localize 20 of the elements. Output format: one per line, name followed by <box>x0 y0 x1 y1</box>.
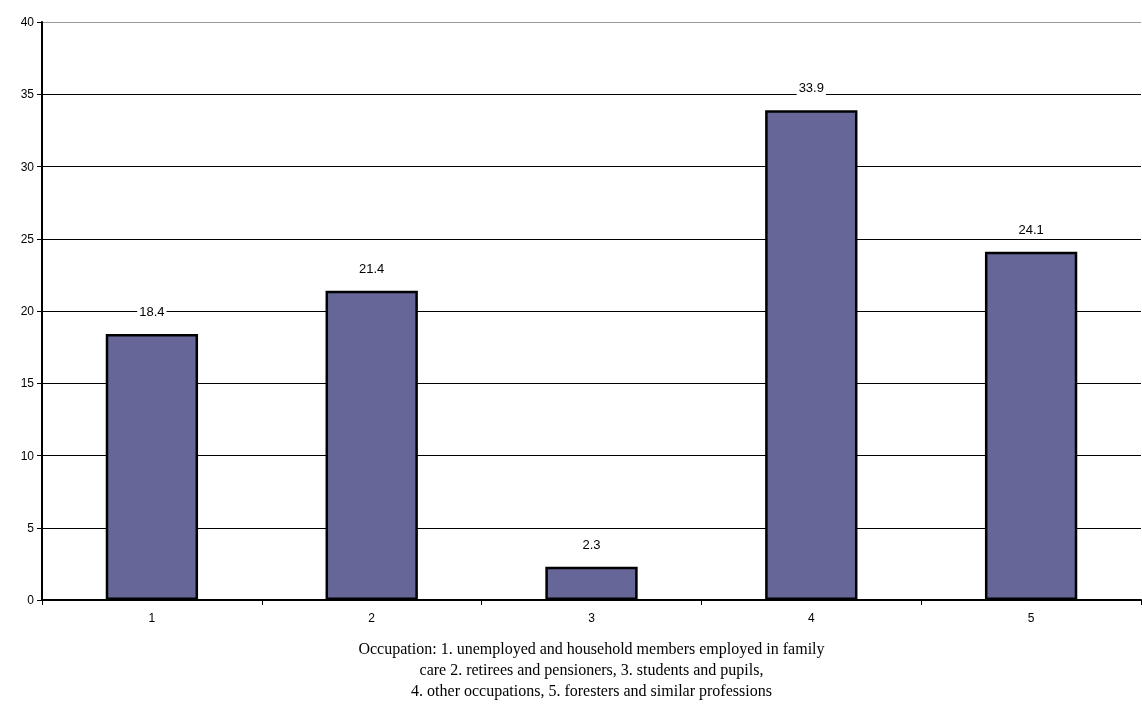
x-tick-label: 4 <box>807 611 815 625</box>
x-axis-title: Occupation: 1. unemployed and household members employed in family care 2. retirees and pensioners, 3. students and pupils, 4. other occupations, 5. foresters and similar professions <box>358 640 825 700</box>
y-tick-label: 30 <box>20 159 35 174</box>
x-tick-label: 2 <box>368 611 376 625</box>
data-label: 21.4 <box>359 260 385 276</box>
x-tick-label: 3 <box>588 611 596 625</box>
y-tick-label: 15 <box>20 376 35 391</box>
y-tick-label: 20 <box>20 304 35 318</box>
data-label: 18.4 <box>139 304 165 320</box>
x-tick-label: 1 <box>148 611 156 625</box>
y-tick-label: 5 <box>27 520 35 535</box>
y-tick-label: 35 <box>20 87 35 102</box>
y-tick-label: 0 <box>27 593 35 607</box>
y-tick-label: 40 <box>20 15 35 29</box>
data-label: 33.9 <box>798 80 824 96</box>
x-tick-label: 5 <box>1027 611 1035 625</box>
y-tick-label: 25 <box>20 231 35 246</box>
y-tick-label: 10 <box>20 448 35 463</box>
data-label: 24.1 <box>1018 221 1044 237</box>
data-label: 2.3 <box>582 536 601 552</box>
